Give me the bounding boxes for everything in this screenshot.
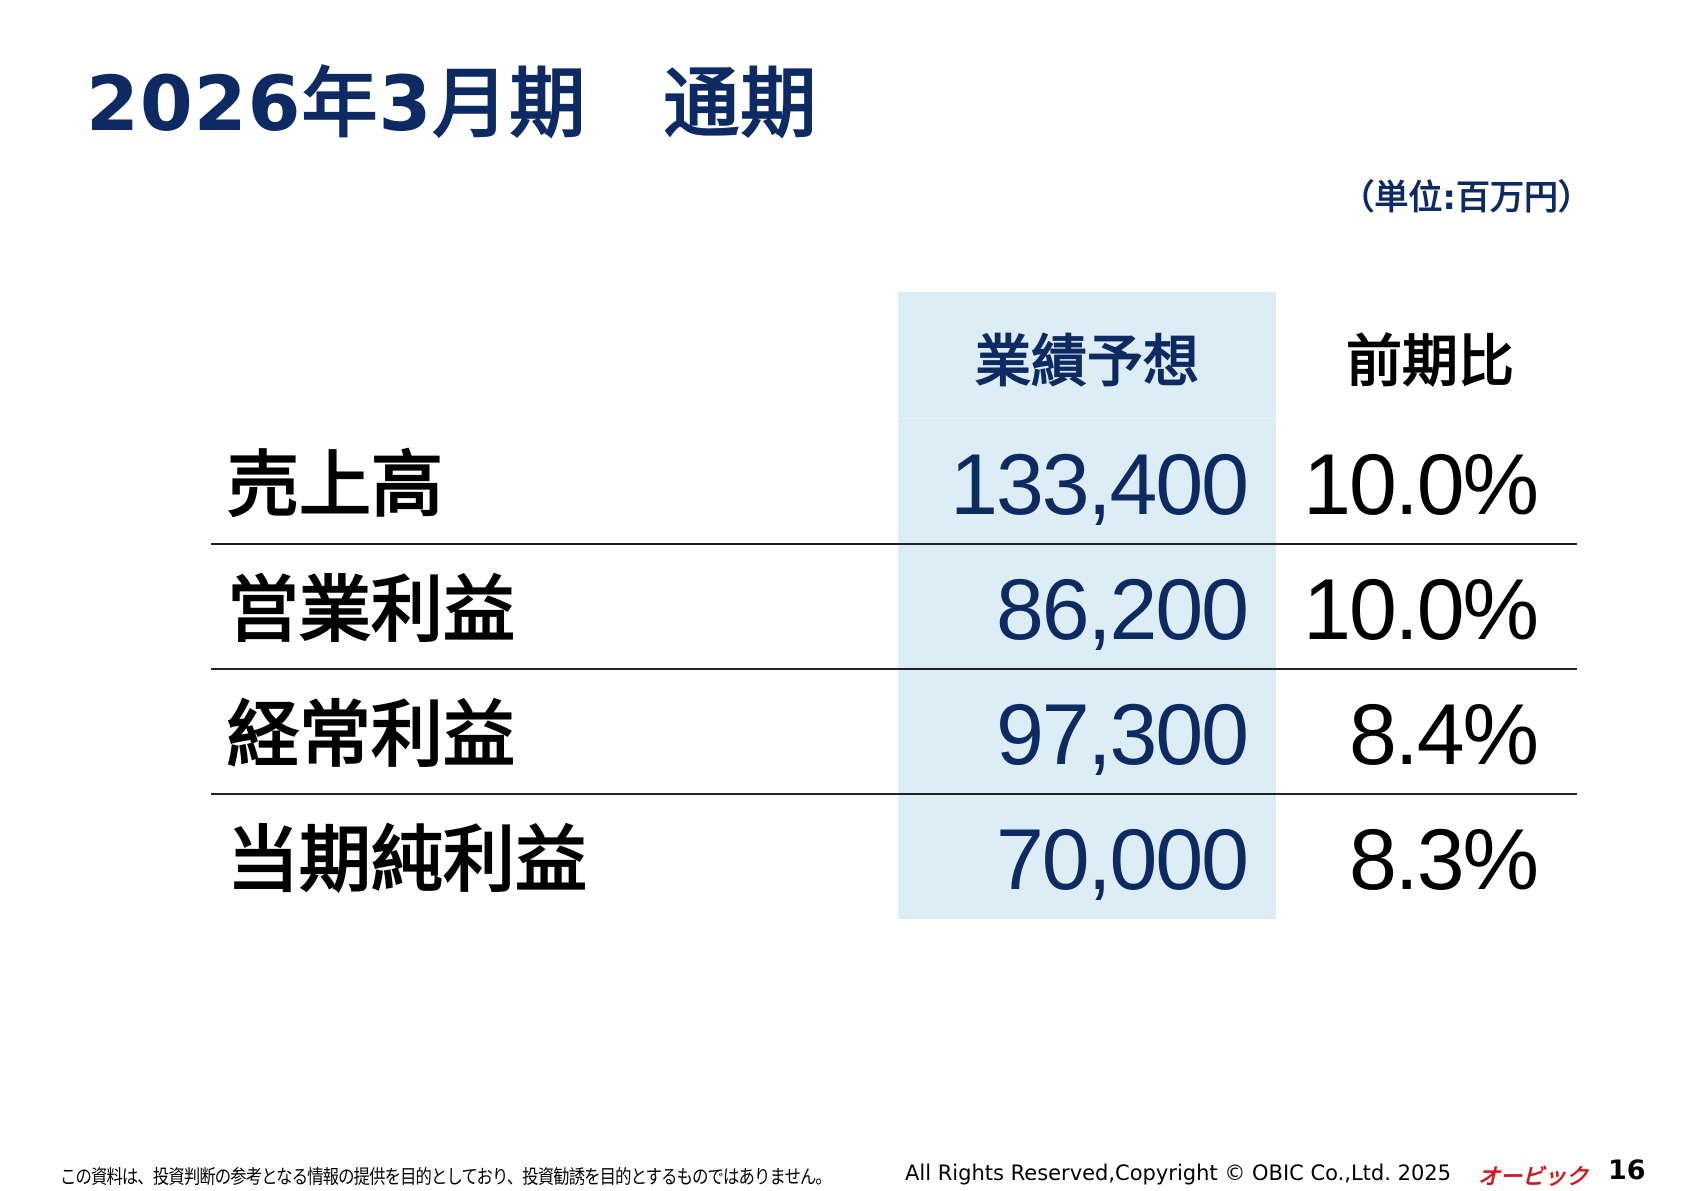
forecast-value: 86,200 xyxy=(995,562,1249,658)
unit-label: （単位:百万円） xyxy=(1340,178,1592,218)
table-row: 営業利益 86,200 10.0% xyxy=(211,545,1577,670)
header-yoy: 前期比 xyxy=(1346,330,1514,395)
page-number: 16 xyxy=(1608,1155,1646,1186)
header-divider xyxy=(898,418,1276,419)
disclaimer: この資料は、投資判断の参考となる情報の提供を目的としており、投資勧誘を目的とする… xyxy=(60,1166,832,1188)
forecast-value: 70,000 xyxy=(995,812,1249,908)
row-label: 売上高 xyxy=(227,443,444,527)
row-label: 営業利益 xyxy=(227,568,516,652)
yoy-value: 8.4% xyxy=(1348,687,1539,783)
forecast-value: 97,300 xyxy=(995,687,1249,783)
page-title: 2026年3月期 通期 xyxy=(86,59,818,148)
table-row: 当期純利益 70,000 8.3% xyxy=(211,795,1577,920)
forecast-value: 133,400 xyxy=(950,437,1249,533)
yoy-value: 10.0% xyxy=(1303,562,1539,658)
table-row: 経常利益 97,300 8.4% xyxy=(211,670,1577,795)
yoy-value: 10.0% xyxy=(1303,437,1539,533)
row-label: 経常利益 xyxy=(227,693,516,777)
table-row: 売上高 133,400 10.0% xyxy=(211,420,1577,545)
forecast-column-highlight xyxy=(898,292,1276,919)
row-divider xyxy=(211,668,1577,670)
company-logo: オービック xyxy=(1478,1165,1589,1190)
row-label: 当期純利益 xyxy=(227,818,588,902)
yoy-value: 8.3% xyxy=(1348,812,1539,908)
copyright: All Rights Reserved,Copyright © OBIC Co.… xyxy=(905,1161,1452,1185)
row-divider xyxy=(211,543,1577,545)
row-divider xyxy=(211,793,1577,795)
header-forecast: 業績予想 xyxy=(975,330,1199,395)
